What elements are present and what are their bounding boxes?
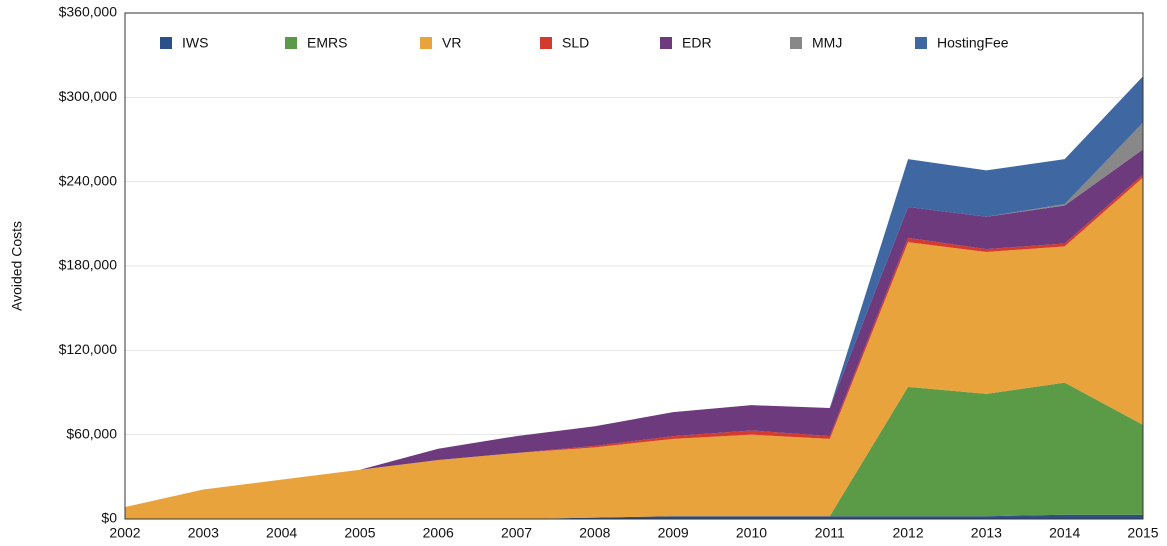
x-tick-label: 2015	[1127, 525, 1158, 541]
x-tick-label: 2004	[266, 525, 297, 541]
y-tick-label: $180,000	[59, 257, 118, 273]
legend-swatch	[160, 37, 172, 49]
legend-label: VR	[442, 35, 461, 51]
legend-swatch	[915, 37, 927, 49]
x-tick-label: 2002	[109, 525, 140, 541]
area	[125, 149, 1143, 508]
x-tick-label: 2008	[579, 525, 610, 541]
x-tick-label: 2005	[344, 525, 375, 541]
y-axis-label: Avoided Costs	[9, 221, 25, 311]
legend-swatch	[540, 37, 552, 49]
legend-label: SLD	[562, 35, 589, 51]
x-tick-label: 2014	[1049, 525, 1080, 541]
legend-swatch	[790, 37, 802, 49]
x-tick-label: 2013	[971, 525, 1002, 541]
x-tick-label: 2007	[501, 525, 532, 541]
area	[125, 177, 1143, 519]
y-tick-label: $360,000	[59, 4, 118, 20]
x-tick-label: 2011	[815, 525, 845, 541]
legend-label: HostingFee	[937, 35, 1009, 51]
legend-swatch	[660, 37, 672, 49]
y-tick-label: $0	[101, 510, 117, 526]
x-tick-label: 2010	[736, 525, 767, 541]
x-tick-label: 2006	[423, 525, 454, 541]
x-tick-label: 2012	[892, 525, 923, 541]
legend-swatch	[285, 37, 297, 49]
legend-swatch	[420, 37, 432, 49]
legend-label: EDR	[682, 35, 712, 51]
legend-label: EMRS	[307, 35, 347, 51]
y-tick-label: $120,000	[59, 341, 118, 357]
plot-frame	[124, 12, 1144, 520]
x-tick-label: 2009	[658, 525, 689, 541]
y-tick-label: $60,000	[66, 425, 117, 441]
y-tick-label: $300,000	[59, 88, 118, 104]
legend-label: MMJ	[812, 35, 842, 51]
x-tick-label: 2003	[188, 525, 219, 541]
legend-label: IWS	[182, 35, 208, 51]
y-tick-label: $240,000	[59, 172, 118, 188]
area	[125, 382, 1143, 519]
